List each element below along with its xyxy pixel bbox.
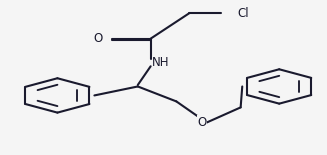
Text: Cl: Cl [237, 7, 249, 20]
Text: O: O [198, 116, 207, 129]
Text: NH: NH [152, 56, 170, 69]
Text: O: O [93, 32, 102, 45]
